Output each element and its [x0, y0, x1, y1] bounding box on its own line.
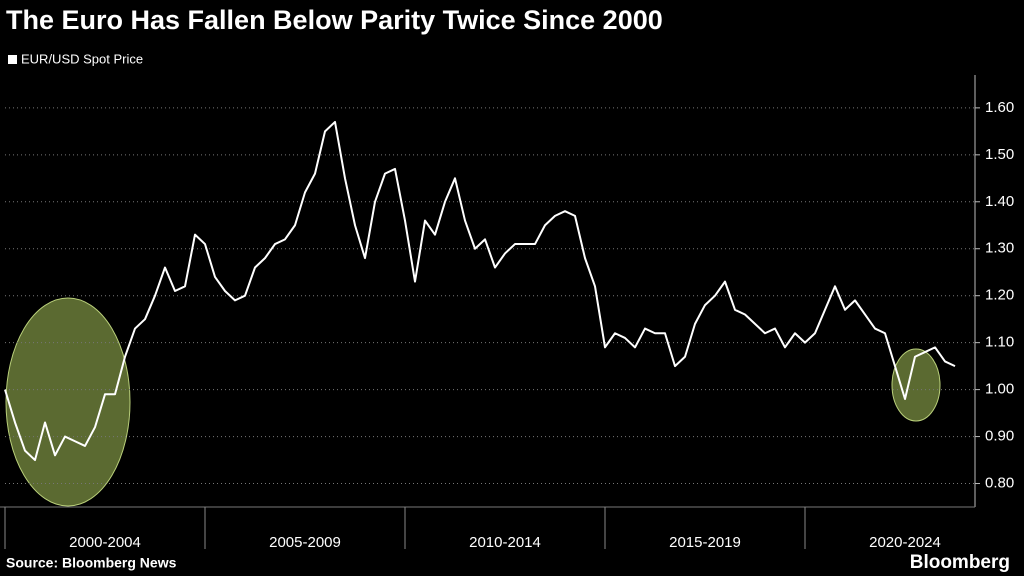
y-tick-label: 0.90	[985, 428, 1014, 445]
y-tick-label: 1.40	[985, 193, 1014, 210]
source-note: Source: Bloomberg News	[6, 555, 177, 571]
brand-logo: Bloomberg	[910, 552, 1010, 573]
y-tick-label: 1.10	[985, 334, 1014, 351]
y-tick-label: 1.60	[985, 99, 1014, 116]
x-tick-label: 2020-2024	[869, 534, 941, 551]
x-tick-label: 2000-2004	[69, 534, 141, 551]
data-line	[4, 120, 956, 462]
y-tick-label: 1.00	[985, 381, 1014, 398]
y-tick-label: 0.80	[985, 474, 1014, 491]
legend-swatch	[8, 55, 17, 64]
x-tick-label: 2005-2009	[269, 534, 341, 551]
highlight-circle	[5, 297, 131, 507]
x-tick-label: 2015-2019	[669, 534, 741, 551]
chart-title: The Euro Has Fallen Below Parity Twice S…	[6, 5, 663, 35]
legend-label: EUR/USD Spot Price	[21, 51, 143, 66]
y-tick-label: 1.50	[985, 146, 1014, 163]
y-tick-label: 1.30	[985, 240, 1014, 257]
x-tick-label: 2010-2014	[469, 534, 541, 551]
highlight-circle	[891, 348, 941, 422]
y-tick-label: 1.20	[985, 287, 1014, 304]
